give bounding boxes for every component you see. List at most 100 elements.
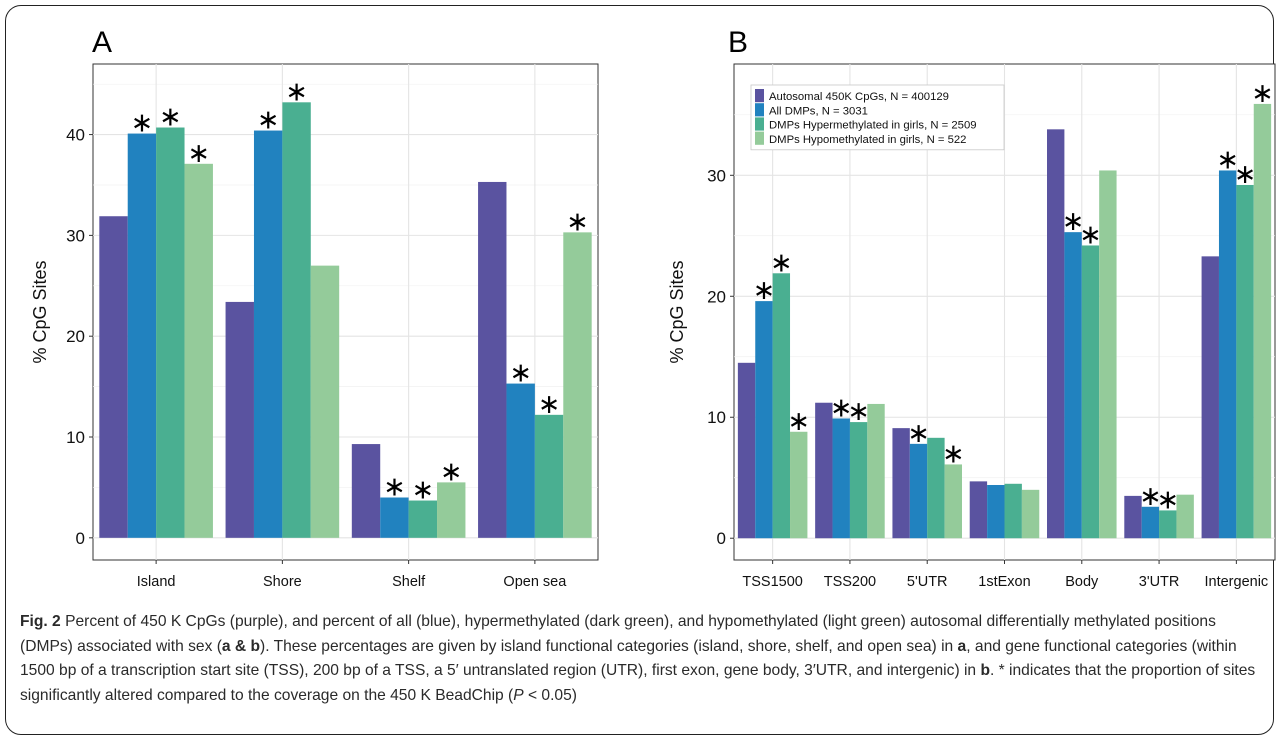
chart-panel-b: B∗∗∗TSS1500∗∗TSS200∗∗5'UTR 1stExon∗∗Body∗…: [667, 26, 1276, 590]
y-axis-title-a: % CpG Sites: [30, 260, 50, 363]
y-tick-label-a: 10: [66, 428, 85, 447]
sig-marker-b: ∗: [787, 406, 810, 437]
sig-marker-a: ∗: [440, 456, 463, 487]
legend-label-b: Autosomal 450K CpGs, N = 400129: [769, 91, 949, 103]
sig-marker-a: ∗: [538, 389, 561, 420]
sig-marker-a: ∗: [159, 102, 182, 133]
bar-b-s1-c1: [832, 418, 850, 539]
bar-a-s0-c0: [99, 216, 128, 538]
bar-b-s3-c0: [790, 431, 808, 539]
y-tick-label-a: 20: [66, 327, 85, 346]
bar-a-s0-c2: [351, 444, 381, 538]
bar-b-s0-c6: [1201, 256, 1219, 539]
bar-b-s0-c3: [969, 481, 988, 539]
caption-ref-b: b: [980, 662, 990, 679]
caption-text-3: , and gene functional categories (within…: [20, 637, 1237, 680]
bar-b-s3-c4: [1099, 170, 1117, 539]
x-tick-label-b: 5'UTR: [907, 574, 948, 590]
sig-marker-b: ∗: [847, 396, 870, 427]
legend-label-b: DMPs Hypermethylated in girls, N = 2509: [769, 120, 977, 132]
legend-swatch-b: [755, 89, 764, 103]
y-tick-label-a: 40: [66, 126, 85, 145]
sig-marker-b: ∗: [1234, 159, 1257, 190]
bar-b-s2-c0: [772, 273, 791, 539]
bar-b-s2-c1: [849, 422, 868, 539]
sig-marker-b: ∗: [770, 247, 793, 278]
bar-a-s3-c1: [310, 265, 340, 538]
bar-b-s2-c6: [1236, 184, 1254, 539]
y-tick-label-b: 20: [707, 287, 726, 306]
sig-marker-b: ∗: [1062, 206, 1085, 237]
y-tick-label-b: 10: [707, 408, 726, 427]
bar-b-s1-c4: [1064, 232, 1082, 539]
bar-b-s1-c6: [1218, 170, 1237, 539]
caption-fig-label: Fig. 2: [20, 613, 61, 630]
sig-marker-b: ∗: [1079, 219, 1102, 250]
bar-b-s0-c1: [815, 402, 833, 539]
legend-swatch-b: [755, 117, 764, 131]
bar-b-s2-c3: [1004, 483, 1022, 539]
bar-a-s0-c3: [478, 181, 507, 538]
bar-b-s1-c2: [909, 443, 928, 539]
bar-b-s0-c0: [737, 362, 756, 539]
sig-marker-b: ∗: [1156, 484, 1179, 515]
sig-marker-a: ∗: [257, 105, 280, 136]
caption-p-symbol: P: [513, 686, 524, 704]
sig-marker-a: ∗: [566, 206, 589, 237]
sig-marker-a: ∗: [509, 358, 532, 389]
legend-swatch-b: [755, 131, 764, 145]
sig-marker-a: ∗: [383, 471, 406, 502]
panel-label-a: A: [92, 26, 112, 59]
legend-label-b: DMPs Hypomethylated in girls, N = 522: [769, 134, 966, 146]
bar-a-s2-c3: [534, 414, 564, 538]
caption-text-5: < 0.05): [523, 686, 577, 704]
y-tick-label-a: 30: [66, 226, 85, 245]
sig-marker-a: ∗: [412, 475, 435, 506]
x-tick-label-b: Body: [1065, 574, 1099, 590]
caption-text-4: . * indicates that the proportion of sit…: [20, 662, 1256, 704]
y-tick-label-b: 0: [717, 529, 726, 548]
sig-marker-a: ∗: [285, 76, 308, 107]
y-tick-label-a: 0: [76, 529, 85, 548]
sig-marker-b: ∗: [1251, 78, 1274, 109]
x-tick-label-a: Shore: [263, 574, 302, 590]
bar-b-s2-c5: [1159, 510, 1177, 539]
sig-marker-b: ∗: [830, 392, 853, 423]
bar-b-s1-c5: [1141, 506, 1160, 539]
legend-box-b: [750, 84, 1005, 151]
bar-a-s3-c2: [437, 482, 466, 538]
x-tick-label-b: 3'UTR: [1139, 574, 1180, 590]
chart-panel-a: A∗ ∗∗Island∗∗Shore∗ ∗∗Shelf∗∗∗Open sea0102…: [30, 26, 599, 590]
x-tick-label-a: Open sea: [503, 574, 567, 590]
bar-a-s2-c2: [408, 500, 438, 538]
bar-a-s3-c0: [184, 163, 213, 538]
figure-caption: Fig. 2 Percent of 450 K CpGs (purple), a…: [20, 610, 1260, 708]
caption-ref-ab: a & b: [221, 637, 261, 655]
bar-a-s2-c1: [282, 102, 311, 538]
caption-text-2: ). These percentages are given by island…: [260, 637, 958, 655]
bar-a-s1-c2: [380, 497, 409, 538]
bar-a-s3-c3: [563, 232, 592, 538]
bar-a-s1-c0: [127, 133, 157, 538]
sig-marker-a: ∗: [187, 138, 210, 169]
sig-marker-a: ∗: [131, 108, 154, 139]
x-tick-label-b: TSS1500: [742, 574, 802, 590]
bar-b-s0-c5: [1124, 495, 1142, 539]
legend-label-b: All DMPs, N = 3031: [769, 105, 868, 117]
x-tick-label-a: Shelf: [392, 574, 426, 590]
caption-text-1: Percent of 450 K CpGs (purple), and perc…: [20, 613, 1216, 655]
bar-a-s2-c0: [156, 127, 185, 538]
bar-b-s3-c5: [1176, 494, 1194, 539]
sig-marker-b: ∗: [942, 438, 965, 469]
bar-b-s3-c3: [1021, 489, 1040, 539]
y-axis-title-b: % CpG Sites: [667, 260, 687, 363]
sig-marker-b: ∗: [907, 418, 930, 449]
x-tick-label-b: Intergenic: [1205, 574, 1269, 590]
y-tick-label-b: 30: [707, 166, 726, 185]
bar-b-s1-c0: [755, 301, 773, 539]
sig-marker-b: ∗: [1139, 481, 1162, 512]
legend-b: Autosomal 450K CpGs, N = 400129 All DMPs,…: [750, 84, 1005, 151]
x-tick-label-a: Island: [137, 574, 176, 590]
legend-swatch-b: [755, 103, 764, 117]
